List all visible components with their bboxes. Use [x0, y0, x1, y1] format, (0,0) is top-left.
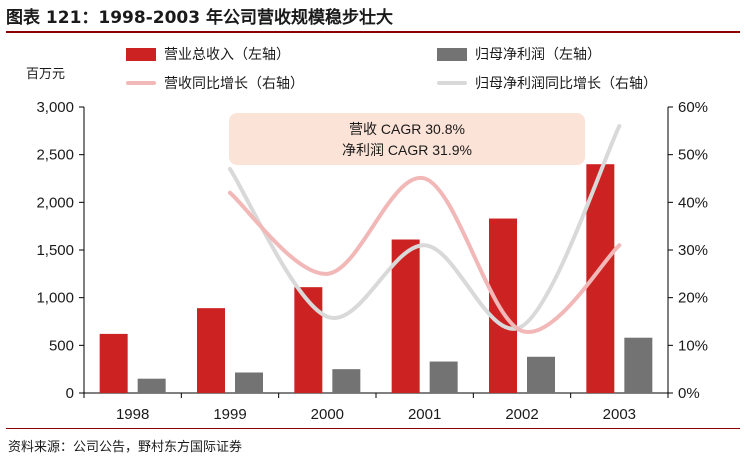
net-profit-bar — [527, 356, 555, 393]
x-axis-tick-label: 2002 — [505, 406, 538, 423]
title-rule — [6, 31, 740, 33]
revenue-bar — [99, 333, 128, 393]
legend-item-profit-growth: 归母净利润同比增长（右轴） — [437, 73, 657, 93]
right-axis-tick-label: 20% — [678, 290, 708, 307]
net-profit-bar — [624, 337, 653, 393]
legend-swatch-revenue-growth — [126, 81, 156, 85]
revenue-bar — [294, 287, 323, 393]
right-axis-tick-label: 10% — [678, 337, 708, 354]
revenue-bar — [391, 239, 420, 393]
right-axis-tick-label: 40% — [678, 194, 708, 211]
left-axis-tick-label: 1,500 — [36, 242, 74, 259]
left-axis-tick-label: 1,000 — [36, 290, 74, 307]
left-axis-tick-label: 3,000 — [36, 99, 74, 116]
legend-label-revenue: 营业总收入（左轴） — [164, 47, 290, 63]
revenue-growth-line — [228, 176, 622, 334]
net-profit-bar — [235, 372, 263, 393]
net-profit-bar — [137, 378, 166, 393]
right-axis-tick-label: 0% — [678, 385, 700, 402]
legend-item-revenue-growth: 营收同比增长（右轴） — [126, 73, 304, 93]
legend-item-revenue: 营业总收入（左轴） — [126, 44, 290, 64]
revenue-cagr-text: 营收 CAGR 30.8% — [349, 121, 465, 137]
x-axis-tick-label: 1998 — [116, 406, 149, 423]
right-axis-tick-label: 50% — [678, 147, 708, 164]
legend-item-net-profit: 归母净利润（左轴） — [437, 44, 601, 64]
revenue-bar — [489, 218, 517, 393]
legend-swatch-profit-growth — [437, 81, 467, 85]
cagr-annotation: 营收 CAGR 30.8% 净利润 CAGR 31.9% — [229, 113, 585, 165]
right-axis-tick-label: 60% — [678, 99, 708, 116]
right-axis-tick-label: 30% — [678, 242, 708, 259]
left-axis-tick-label: 2,500 — [36, 147, 74, 164]
legend-label-net-profit: 归母净利润（左轴） — [475, 47, 601, 63]
source-rule — [6, 428, 740, 429]
chart-title: 图表 121：1998-2003 年公司营收规模稳步壮大 — [6, 8, 394, 28]
profit-cagr-text: 净利润 CAGR 31.9% — [342, 142, 472, 158]
legend-swatch-revenue — [126, 47, 156, 61]
profit-growth-line — [228, 124, 622, 331]
x-axis-tick-label: 2003 — [603, 406, 636, 423]
left-axis-tick-label: 500 — [49, 337, 74, 354]
x-axis-tick-label: 1999 — [213, 406, 246, 423]
legend-label-profit-growth: 归母净利润同比增长（右轴） — [475, 76, 657, 92]
x-axis-tick-label: 2000 — [311, 406, 344, 423]
legend-label-revenue-growth: 营收同比增长（右轴） — [164, 76, 304, 92]
source-note: 资料来源：公司公告，野村东方国际证券 — [8, 440, 243, 455]
left-axis-tick-label: 0 — [66, 385, 74, 402]
legend-swatch-net-profit — [437, 47, 467, 61]
left-axis-unit: 百万元 — [26, 67, 66, 82]
net-profit-bar — [429, 361, 458, 393]
revenue-bar — [197, 308, 225, 393]
left-axis-tick-label: 2,000 — [36, 194, 74, 211]
x-axis-tick-label: 2001 — [408, 406, 441, 423]
net-profit-bar — [332, 369, 361, 393]
